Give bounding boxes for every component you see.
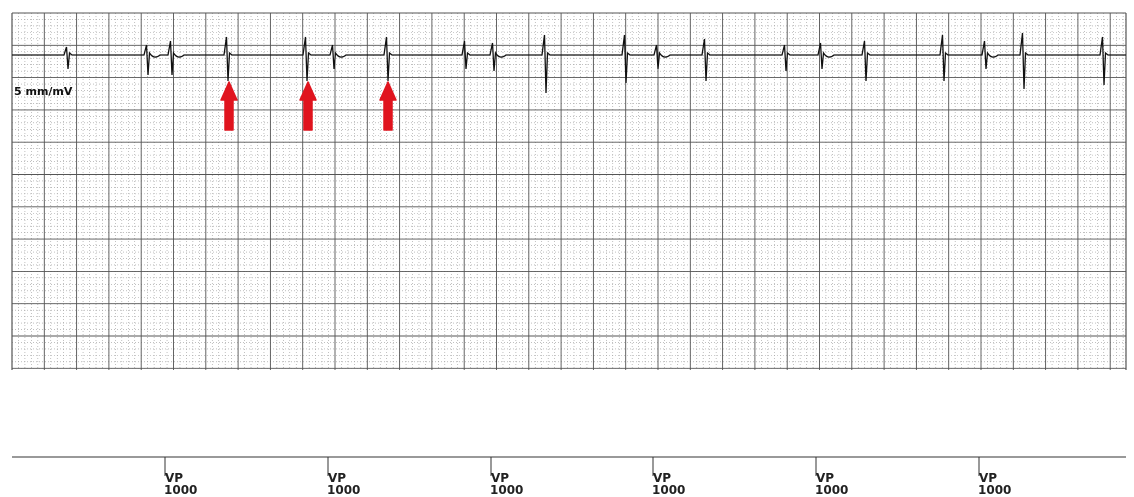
marker-interval: 1000: [490, 483, 523, 497]
ecg-trace: [12, 32, 1126, 94]
marker-code: VP: [165, 471, 183, 485]
red-up-arrow-icon: [299, 81, 317, 131]
marker-interval: 1000: [327, 483, 360, 497]
marker-interval: 1000: [164, 483, 197, 497]
marker-code: VP: [979, 471, 997, 485]
marker-code: VP: [328, 471, 346, 485]
marker-code: VP: [653, 471, 671, 485]
marker-code: VP: [816, 471, 834, 485]
ecg-grid-minor: [11, 12, 1126, 370]
marker-interval: 1000: [652, 483, 685, 497]
red-up-arrow-icon: [220, 81, 238, 131]
marker-code: VP: [491, 471, 509, 485]
gain-label: 5 mm/mV: [14, 85, 73, 98]
marker-interval: 1000: [978, 483, 1011, 497]
ecg-grid-major: [11, 12, 1127, 370]
red-up-arrow-icon: [379, 81, 397, 131]
marker-interval: 1000: [815, 483, 848, 497]
annotation-arrows: [220, 81, 397, 131]
